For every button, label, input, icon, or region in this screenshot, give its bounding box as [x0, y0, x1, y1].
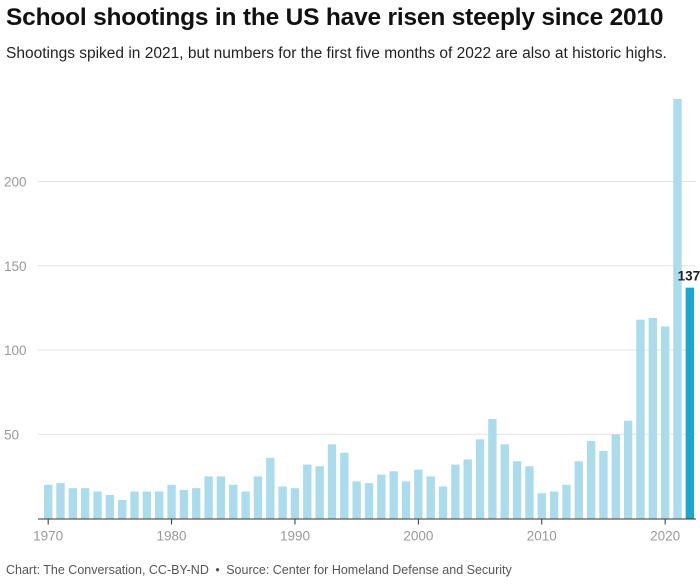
y-tick-label-100: 100	[4, 343, 27, 358]
footer-separator: •	[215, 563, 220, 577]
bar-1977	[130, 491, 139, 519]
bar-1981	[179, 489, 189, 519]
bar-2008	[512, 461, 522, 519]
bar-1988	[266, 457, 275, 519]
bar-1979	[155, 491, 164, 519]
bar-1985	[229, 484, 238, 519]
bar-1996	[364, 483, 374, 519]
y-tick-label-50: 50	[4, 427, 19, 442]
bar-1991	[303, 464, 312, 519]
bar-2007	[500, 444, 509, 519]
bar-2013	[574, 461, 583, 519]
x-tick-label-2020: 2020	[650, 529, 680, 544]
data-label-2022: 137	[678, 269, 700, 284]
bar-1992	[315, 466, 324, 519]
chart-source: Source: Center for Homeland Defense and …	[226, 563, 512, 577]
bar-2000	[414, 469, 423, 519]
x-tick-label-1970: 1970	[33, 529, 63, 544]
bar-2005	[475, 439, 485, 519]
bar-2016	[611, 434, 620, 519]
bar-1982	[192, 488, 201, 519]
bar-2020	[660, 326, 670, 519]
bar-2014	[586, 440, 596, 519]
bars	[43, 98, 695, 519]
chart-footer: Chart: The Conversation, CC-BY-ND • Sour…	[6, 563, 512, 577]
chart-title: School shootings in the US have risen st…	[6, 4, 664, 31]
bar-2011	[549, 491, 559, 519]
chart-subtitle: Shootings spiked in 2021, but numbers fo…	[6, 45, 667, 62]
bar-2009	[525, 466, 534, 519]
data-labels: 137	[678, 269, 700, 284]
bar-1998	[389, 471, 398, 519]
bar-1971	[56, 483, 65, 519]
bar-2015	[599, 451, 608, 519]
bar-2002	[438, 486, 448, 519]
x-tick-label-1980: 1980	[157, 529, 187, 544]
x-tick-label-2010: 2010	[527, 529, 557, 544]
bar-1987	[253, 476, 263, 519]
bar-2022	[685, 287, 695, 519]
y-tick-label-200: 200	[4, 175, 27, 190]
bar-1970	[43, 484, 53, 519]
bar-1993	[327, 444, 337, 519]
chart-credit: Chart: The Conversation, CC-BY-ND	[6, 563, 209, 577]
bar-2006	[488, 419, 497, 519]
bar-1994	[340, 452, 349, 519]
bar-2019	[648, 317, 658, 519]
bar-1999	[401, 481, 411, 519]
bar-2017	[623, 420, 633, 519]
x-tick-label-1990: 1990	[280, 529, 310, 544]
bar-1989	[278, 486, 287, 519]
bar-1983	[204, 476, 213, 519]
bar-1972	[68, 488, 78, 519]
bar-1975	[105, 494, 115, 519]
bar-2003	[451, 464, 460, 519]
bar-1986	[241, 491, 250, 519]
bar-2001	[426, 476, 435, 519]
bar-1978	[142, 491, 152, 519]
bar-1997	[377, 474, 386, 519]
x-tick-label-2000: 2000	[403, 529, 433, 544]
bar-1976	[118, 499, 127, 519]
bar-2012	[562, 484, 571, 519]
y-tick-label-150: 150	[4, 259, 27, 274]
gridlines	[38, 181, 696, 435]
bar-1995	[352, 481, 361, 519]
bar-2004	[463, 459, 472, 519]
bar-2010	[537, 493, 546, 519]
bar-1980	[167, 484, 176, 519]
y-axis-ticks: 50 100 150 200	[4, 175, 27, 443]
bar-1974	[93, 491, 102, 519]
x-axis: 1970 1980 1990 2000 2010 2020	[33, 518, 696, 544]
bar-1990	[290, 488, 300, 519]
bar-1984	[216, 476, 226, 519]
bar-2021	[673, 98, 682, 519]
bar-2018	[636, 319, 645, 519]
bar-chart: 50 100 150 200 137 1970 1980 1990 2000 2010 2020	[4, 98, 700, 544]
bar-1973	[80, 488, 90, 519]
